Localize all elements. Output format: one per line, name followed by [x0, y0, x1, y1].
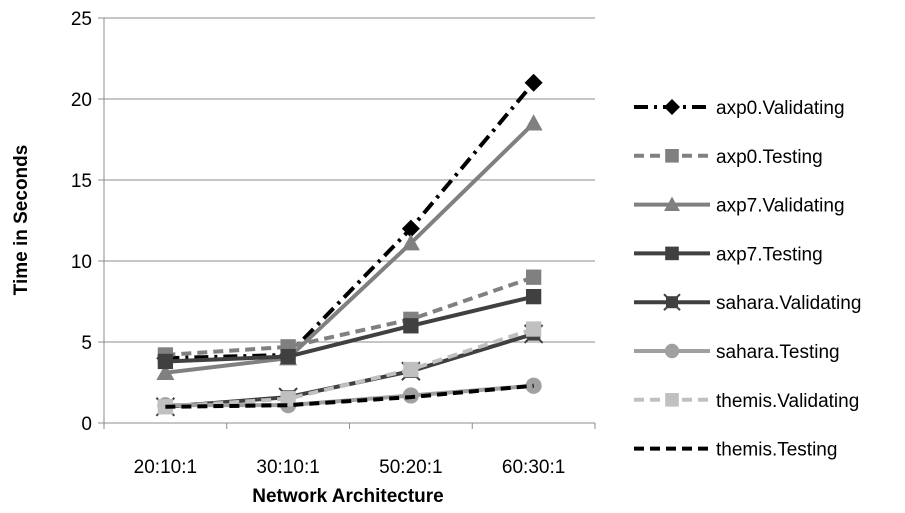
data-point-cross: [663, 293, 681, 311]
y-tick-label: 5: [81, 333, 92, 354]
legend-item: sahara.Testing: [634, 342, 840, 363]
data-point: [403, 361, 419, 378]
data-point: [401, 234, 420, 251]
series-axp7-testing: [157, 288, 542, 370]
y-tick-label: 25: [71, 9, 92, 30]
legend-item: axp7.Validating: [634, 196, 845, 217]
x-axis-title: Network Architecture: [252, 486, 443, 507]
series-themis-testing: [165, 383, 534, 409]
y-axis-title: Time in Seconds: [11, 145, 32, 296]
series-line: [165, 331, 535, 409]
data-point: [280, 348, 296, 365]
data-point: [665, 246, 679, 261]
legend-label: axp0.Validating: [716, 98, 845, 119]
data-point: [664, 99, 680, 115]
x-tick-labels: 20:10:1 30:10:1 50:20:1 60:30:1: [134, 457, 566, 478]
legend-label: themis.Validating: [716, 391, 859, 412]
y-tick-label: 0: [81, 414, 92, 435]
legend-label: sahara.Validating: [716, 293, 861, 314]
legend-item: themis.Validating: [634, 391, 859, 412]
legend-label: axp0.Testing: [716, 147, 823, 168]
series-line: [165, 81, 536, 361]
data-point: [664, 343, 680, 359]
data-point: [524, 114, 543, 131]
legend-label: axp7.Testing: [716, 244, 823, 265]
data-point: [403, 318, 419, 334]
series-group: [155, 73, 544, 417]
legend-label: axp7.Validating: [716, 196, 845, 217]
data-point: [280, 391, 296, 407]
axes: [98, 17, 596, 429]
series-line: [165, 327, 535, 409]
data-point: [157, 353, 174, 370]
y-tick-label: 15: [71, 171, 92, 192]
series-line: [165, 294, 535, 364]
legend-item: axp0.Validating: [634, 98, 845, 119]
x-tick-label: 50:20:1: [379, 457, 442, 478]
series-themis-validating: [157, 321, 542, 415]
y-tick-labels: 0 5 10 15 20 25: [71, 9, 92, 435]
data-point: [663, 293, 681, 311]
y-tick-label: 20: [71, 90, 92, 111]
data-point: [665, 149, 679, 163]
legend-item: themis.Testing: [634, 440, 837, 461]
data-point: [665, 393, 679, 407]
series-line: [165, 121, 536, 375]
legend-item: axp0.Testing: [634, 147, 823, 168]
legend-label: sahara.Testing: [716, 342, 840, 363]
x-tick-label: 20:10:1: [134, 457, 197, 478]
data-point: [156, 363, 175, 380]
data-point: [525, 321, 542, 337]
legend-label: themis.Testing: [716, 440, 837, 461]
legend-item: axp7.Testing: [634, 244, 823, 265]
data-point: [525, 288, 542, 305]
legend: axp0.Validating axp0.Testing axp7.Validati…: [634, 98, 861, 461]
series-line: [165, 383, 534, 409]
y-tick-label: 10: [71, 252, 92, 273]
data-point: [524, 73, 543, 92]
legend-item: sahara.Validating: [634, 293, 861, 314]
data-point: [525, 269, 542, 285]
series-line: [165, 275, 535, 357]
data-point: [664, 196, 680, 211]
data-point: [401, 219, 420, 238]
x-tick-label: 60:30:1: [502, 457, 565, 478]
x-tick-label: 30:10:1: [256, 457, 319, 478]
series-axp0-validating: [156, 73, 543, 368]
